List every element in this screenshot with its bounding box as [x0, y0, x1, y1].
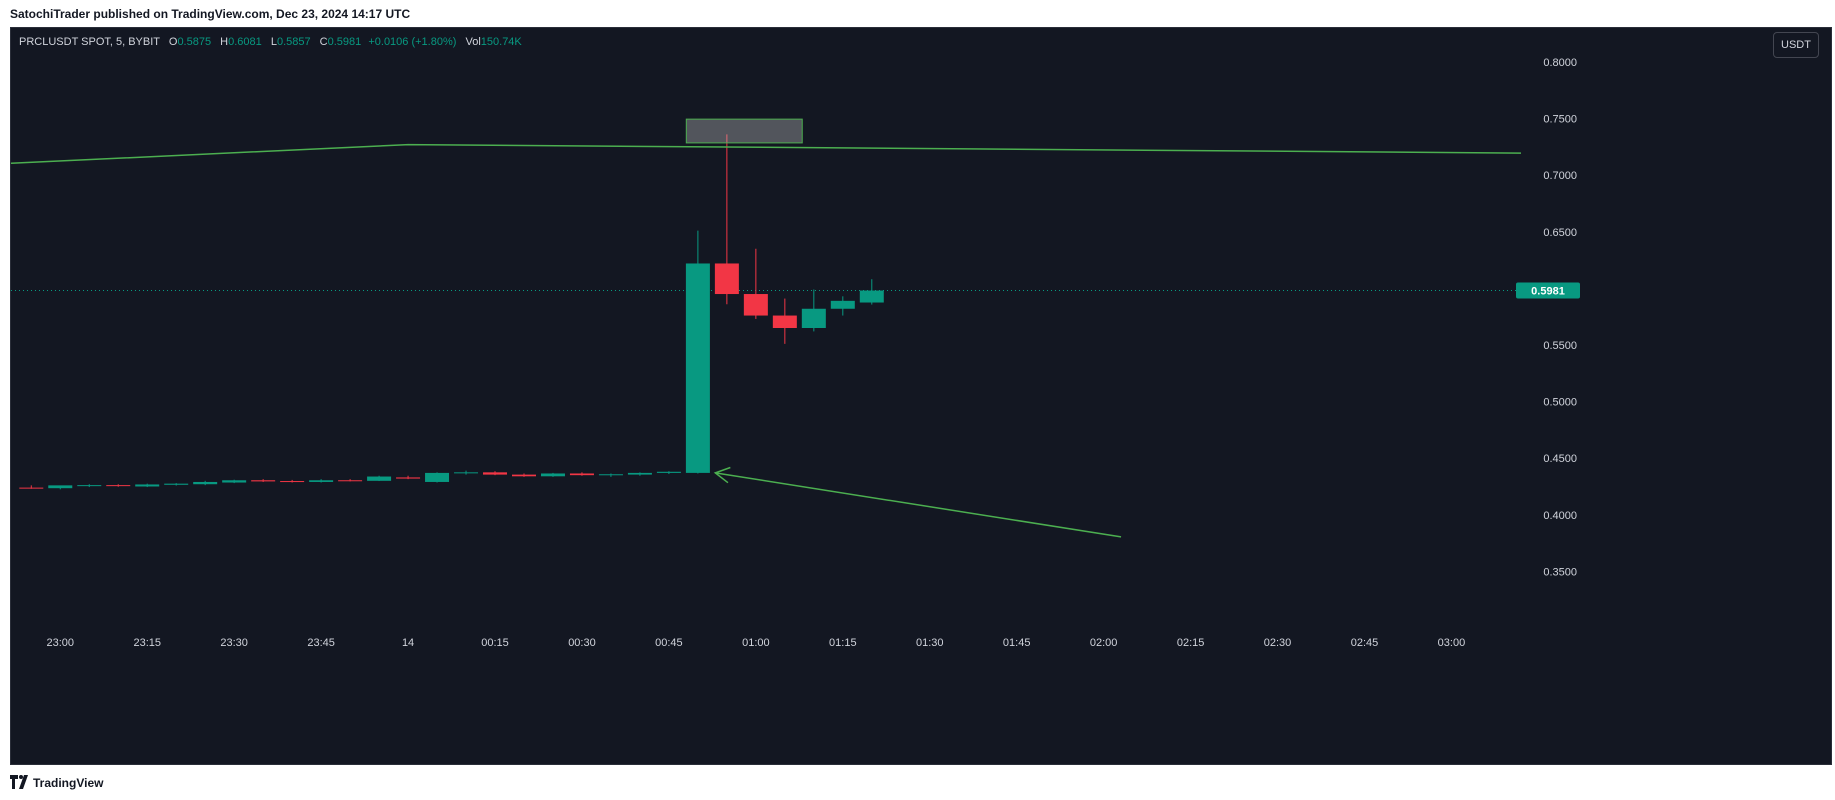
candle-body — [338, 480, 363, 482]
candle-body — [280, 481, 305, 483]
x-tick-label: 14 — [402, 637, 414, 649]
last-price-badge — [1516, 282, 1580, 299]
open-label: O — [168, 36, 178, 48]
y-tick-label: 0.4000 — [1543, 510, 1577, 522]
candle-body — [801, 308, 826, 328]
x-tick-label: 01:00 — [742, 637, 770, 649]
ohlc-legend: PRCLUSDT SPOT, 5, BYBIT O0.5875 H0.6081 … — [19, 36, 522, 48]
candle-body — [598, 474, 623, 476]
candle-body — [454, 472, 479, 474]
tradingview-brand[interactable]: TradingView — [33, 776, 104, 790]
candle-body — [251, 480, 276, 482]
x-tick-label: 03:00 — [1438, 637, 1466, 649]
candle-body — [685, 263, 710, 473]
footer-bar: TradingView — [0, 765, 1835, 800]
candle-body — [569, 473, 594, 476]
candle-body — [743, 294, 768, 316]
y-tick-label: 0.4500 — [1543, 453, 1577, 465]
tradingview-logo-icon[interactable] — [10, 775, 30, 789]
candle-body — [540, 473, 565, 477]
candle-body — [48, 485, 73, 489]
candle-body — [77, 485, 102, 487]
candle-body — [164, 483, 189, 485]
candle-body — [859, 290, 884, 303]
low-label: L — [270, 36, 277, 48]
y-tick-label: 0.7500 — [1543, 114, 1577, 126]
last-price-label: 0.5981 — [1531, 286, 1565, 298]
candle-body — [135, 484, 160, 487]
x-tick-label: 01:15 — [829, 637, 857, 649]
candle-body — [511, 474, 536, 477]
x-tick-label: 00:30 — [568, 637, 596, 649]
candle-body — [627, 472, 652, 475]
x-tick-label: 01:30 — [916, 637, 944, 649]
candle-body — [772, 315, 797, 328]
x-tick-label: 23:00 — [47, 637, 75, 649]
low-value: 0.5857 — [276, 36, 311, 48]
y-tick-label: 0.7000 — [1543, 170, 1577, 182]
candle-body — [106, 485, 131, 487]
chart-area[interactable]: 0.8000 0.7500 0.7000 0.6500 0.5500 0.5000 0.45… — [10, 27, 1832, 765]
y-tick-label: 0.6500 — [1543, 227, 1577, 239]
candle-body — [19, 487, 44, 489]
highlight-zone — [685, 118, 803, 144]
price-chart[interactable]: 0.8000 0.7500 0.7000 0.6500 0.5500 0.5000 0.45… — [11, 28, 1831, 764]
x-tick-label: 00:45 — [655, 637, 683, 649]
x-tick-label: 02:00 — [1090, 637, 1118, 649]
volume-value: 150.74K — [480, 36, 522, 48]
high-label: H — [220, 36, 229, 48]
x-tick-label: 02:30 — [1264, 637, 1292, 649]
close-value: 0.5981 — [327, 36, 362, 48]
candle-body — [714, 263, 739, 295]
change-value: +0.0106 (+1.80%) — [368, 36, 457, 48]
candle-body — [483, 472, 508, 475]
x-tick-label: 00:15 — [481, 637, 509, 649]
close-label: C — [319, 36, 328, 48]
y-tick-label: 0.5000 — [1543, 397, 1577, 409]
volume-label: Vol — [465, 36, 481, 48]
candle-body — [309, 480, 334, 482]
candle-body — [425, 472, 450, 482]
x-tick-label: 01:45 — [1003, 637, 1031, 649]
publisher-text: SatochiTrader published on TradingView.c… — [10, 7, 411, 21]
candle-body — [222, 480, 247, 483]
candle-body — [830, 300, 855, 309]
candle-body — [193, 481, 218, 485]
y-tick-label: 0.5500 — [1543, 340, 1577, 352]
currency-button[interactable]: USDT — [1773, 32, 1819, 58]
x-tick-label: 23:45 — [307, 637, 335, 649]
high-value: 0.6081 — [228, 36, 262, 48]
x-tick-label: 02:15 — [1177, 637, 1205, 649]
y-tick-label: 0.3500 — [1543, 566, 1577, 578]
x-tick-label: 23:30 — [220, 637, 248, 649]
y-tick-label: 0.8000 — [1543, 57, 1577, 69]
x-tick-label: 02:45 — [1351, 637, 1379, 649]
open-value: 0.5875 — [177, 36, 212, 48]
symbol-label[interactable]: PRCLUSDT SPOT, 5, BYBIT — [19, 36, 160, 48]
candle-body — [367, 476, 392, 481]
x-tick-label: 23:15 — [133, 637, 161, 649]
arrow-line — [715, 472, 1122, 538]
trend-line — [11, 143, 1522, 165]
candle-body — [396, 477, 421, 479]
candle-body — [656, 471, 681, 473]
arrow-head — [713, 466, 731, 484]
publisher-bar: SatochiTrader published on TradingView.c… — [0, 0, 1835, 27]
